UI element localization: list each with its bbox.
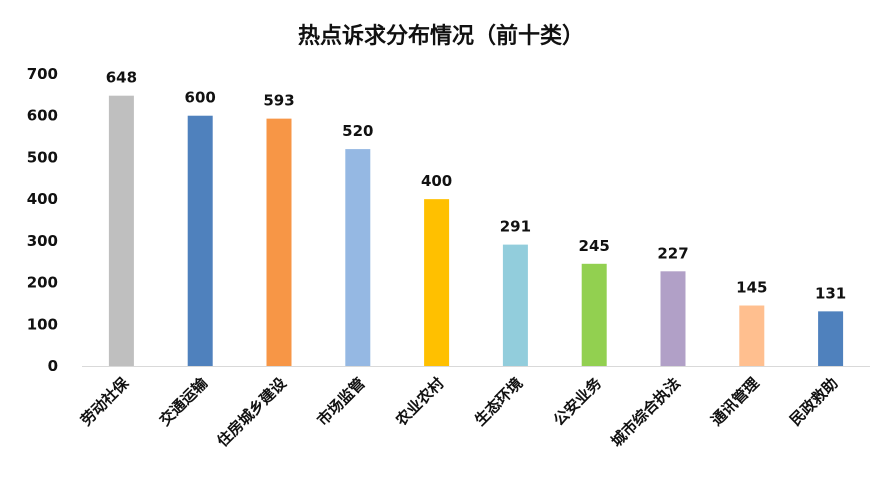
bar bbox=[660, 271, 686, 366]
y-tick-label: 100 bbox=[27, 315, 58, 333]
bar bbox=[345, 149, 371, 366]
y-axis: 0 100 200 300 400 500 600 700 bbox=[27, 65, 58, 375]
bar bbox=[108, 95, 134, 366]
value-labels: 648 600 593 520 400 291 245 227 145 131 bbox=[106, 69, 847, 303]
bar bbox=[739, 305, 765, 366]
x-category-label: 农业农村 bbox=[392, 374, 448, 430]
x-category-label: 住房城乡建设 bbox=[213, 374, 289, 450]
bar-value-label: 131 bbox=[815, 284, 846, 302]
y-tick-label: 300 bbox=[27, 232, 58, 250]
y-tick-label: 0 bbox=[48, 357, 58, 375]
x-category-label: 市场监管 bbox=[313, 374, 368, 429]
category-labels: 劳动社保 交通运输 住房城乡建设 市场监管 农业农村 生态环境 公安业务 城市综合执法 通讯管理… bbox=[77, 373, 841, 450]
y-tick-label: 700 bbox=[27, 65, 58, 83]
bar bbox=[266, 118, 292, 367]
bar-value-label: 227 bbox=[657, 244, 688, 262]
x-category-label: 交通运输 bbox=[156, 373, 212, 429]
bar-value-label: 245 bbox=[579, 237, 610, 255]
y-tick-label: 400 bbox=[27, 190, 58, 208]
bar-value-label: 520 bbox=[342, 122, 373, 140]
bar-value-label: 648 bbox=[106, 69, 137, 87]
x-category-label: 公安业务 bbox=[550, 373, 606, 429]
bar bbox=[187, 115, 213, 366]
x-category-label: 城市综合执法 bbox=[607, 374, 683, 450]
bar-value-label: 600 bbox=[185, 89, 216, 107]
chart-title: 热点诉求分布情况（前十类） bbox=[297, 24, 584, 49]
bars bbox=[108, 95, 844, 367]
bar-value-label: 291 bbox=[500, 218, 531, 236]
y-tick-label: 500 bbox=[27, 148, 58, 166]
bar-value-label: 400 bbox=[421, 172, 452, 190]
bar bbox=[581, 263, 607, 366]
y-tick-label: 200 bbox=[27, 274, 58, 292]
x-category-label: 通讯管理 bbox=[707, 374, 762, 429]
bar bbox=[502, 244, 528, 366]
y-tick-label: 600 bbox=[27, 107, 58, 125]
bar-value-label: 593 bbox=[263, 92, 294, 110]
bar bbox=[424, 199, 450, 366]
bar bbox=[818, 311, 844, 366]
bar-value-label: 145 bbox=[736, 279, 767, 297]
x-category-label: 民政救助 bbox=[786, 374, 841, 429]
x-category-label: 劳动社保 bbox=[77, 373, 133, 429]
x-category-label: 生态环境 bbox=[471, 374, 526, 429]
